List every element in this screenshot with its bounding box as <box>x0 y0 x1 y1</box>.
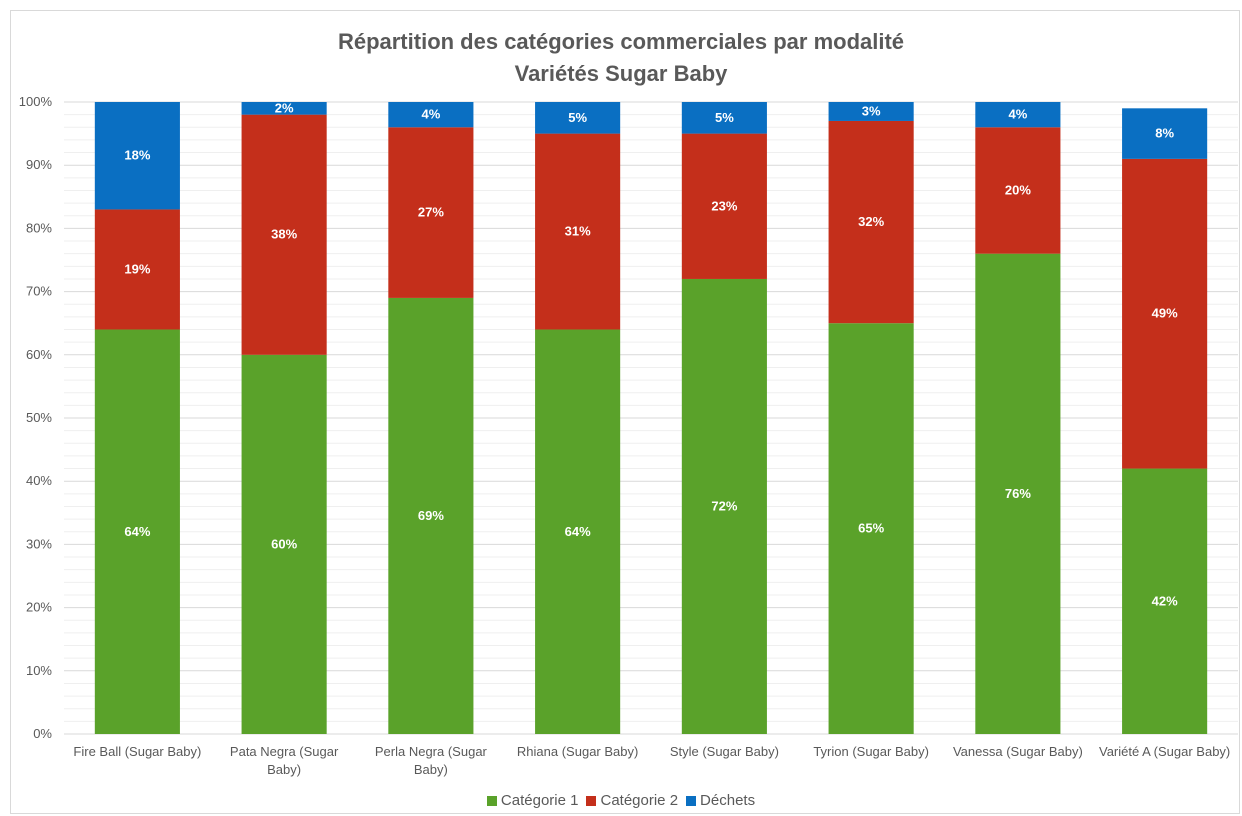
bar-segment <box>1122 158 1208 469</box>
chart-title-block: Répartition des catégories commerciales … <box>0 26 1242 90</box>
y-tick-label: 90% <box>26 157 52 172</box>
data-label: 38% <box>271 227 297 242</box>
bar-segment <box>241 102 327 115</box>
legend-label: Déchets <box>700 792 756 809</box>
data-label: 64% <box>565 524 591 539</box>
x-tick-label-line: Tyrion (Sugar Baby) <box>813 744 929 759</box>
data-label: 32% <box>858 214 884 229</box>
x-tick-label-line: Style (Sugar Baby) <box>670 744 779 759</box>
x-tick-label-line: Baby) <box>267 762 301 777</box>
bar-segment <box>535 102 621 134</box>
bar-segment <box>975 102 1061 128</box>
data-label: 4% <box>1008 107 1027 122</box>
legend-item: Catégorie 2 <box>586 792 678 809</box>
stacked-bar-chart: 0% 10% 20% 30% 40% 50% 60% 70% 80% 90% 100% 64% 19%… <box>19 94 1238 777</box>
x-axis: Fire Ball (Sugar Baby) Pata Negra (Sugar B… <box>73 744 1230 777</box>
data-label: 49% <box>1152 306 1178 321</box>
x-tick-label-line: Variété A (Sugar Baby) <box>1099 744 1230 759</box>
x-tick-label: Vanessa (Sugar Baby) <box>953 744 1083 759</box>
bar-segment <box>828 120 914 324</box>
y-tick-label: 70% <box>26 284 52 299</box>
bar-segment <box>94 102 180 210</box>
legend-item: Catégorie 1 <box>486 792 579 809</box>
bar-segment <box>94 209 180 330</box>
data-label: 23% <box>711 198 737 213</box>
data-label: 5% <box>568 110 587 125</box>
bar-segment <box>975 127 1061 254</box>
legend: Catégorie 1 Catégorie 2 Déchets <box>0 792 1242 810</box>
x-tick-label: Perla Negra (Sugar Baby) <box>375 744 488 777</box>
data-label: 2% <box>275 100 294 115</box>
x-tick-label-line: Fire Ball (Sugar Baby) <box>73 744 201 759</box>
x-tick-label: Fire Ball (Sugar Baby) <box>73 744 201 759</box>
bar-segment <box>828 102 914 121</box>
bar-segment <box>388 297 474 734</box>
data-label: 20% <box>1005 182 1031 197</box>
y-tick-label: 80% <box>26 220 52 235</box>
bar-segment <box>241 114 327 355</box>
legend-swatch <box>486 795 497 806</box>
bar-segment <box>681 133 767 279</box>
legend-item: Déchets <box>686 792 755 809</box>
x-tick-label: Rhiana (Sugar Baby) <box>517 744 638 759</box>
gridlines <box>64 101 1238 735</box>
bar-segment <box>535 329 621 734</box>
data-label: 3% <box>862 103 881 118</box>
data-label: 60% <box>271 536 297 551</box>
data-labels: 64% 19% 18% 60% 38% 2% 69% 27% 4% 64% 31% 5% 72% 23% 5… <box>124 100 1178 608</box>
legend-swatch <box>686 795 697 806</box>
data-label: 27% <box>418 205 444 220</box>
x-tick-label: Style (Sugar Baby) <box>670 744 779 759</box>
x-tick-label: Pata Negra (Sugar Baby) <box>230 744 339 777</box>
x-tick-label: Variété A (Sugar Baby) <box>1099 744 1230 759</box>
bar-segment <box>681 278 767 734</box>
y-axis: 0% 10% 20% 30% 40% 50% 60% 70% 80% 90% 100% <box>19 94 53 741</box>
data-label: 18% <box>124 148 150 163</box>
y-tick-label: 20% <box>26 600 52 615</box>
y-tick-label: 30% <box>26 536 52 551</box>
y-tick-label: 60% <box>26 347 52 362</box>
data-label: 72% <box>711 498 737 513</box>
legend-label: Catégorie 2 <box>600 792 679 809</box>
y-tick-label: 100% <box>19 94 53 109</box>
y-tick-label: 50% <box>26 410 52 425</box>
data-label: 31% <box>565 224 591 239</box>
data-label: 64% <box>124 524 150 539</box>
data-label: 76% <box>1005 486 1031 501</box>
legend-swatch <box>586 795 597 806</box>
bar-segment <box>535 133 621 330</box>
x-tick-label-line: Rhiana (Sugar Baby) <box>517 744 638 759</box>
bars <box>94 102 1208 734</box>
bar-segment <box>1122 468 1208 734</box>
chart-subtitle: Variétés Sugar Baby <box>514 61 728 86</box>
bar-segment <box>975 253 1061 734</box>
bar-segment <box>241 354 327 734</box>
y-tick-label: 10% <box>26 663 52 678</box>
bar-segment <box>388 102 474 128</box>
x-tick-label: Tyrion (Sugar Baby) <box>813 744 929 759</box>
chart-title: Répartition des catégories commerciales … <box>337 29 905 54</box>
x-tick-label-line: Perla Negra (Sugar <box>375 744 488 759</box>
data-label: 19% <box>124 261 150 276</box>
x-tick-label-line: Baby) <box>414 762 448 777</box>
data-label: 4% <box>421 107 440 122</box>
data-label: 69% <box>418 508 444 523</box>
x-tick-label-line: Vanessa (Sugar Baby) <box>953 744 1083 759</box>
data-label: 8% <box>1155 126 1174 141</box>
bar-segment <box>681 102 767 134</box>
bar-segment <box>828 323 914 734</box>
y-tick-label: 40% <box>26 473 52 488</box>
bar-segment <box>94 329 180 734</box>
x-tick-label-line: Pata Negra (Sugar <box>230 744 339 759</box>
data-label: 5% <box>715 110 734 125</box>
data-label: 65% <box>858 521 884 536</box>
bar-segment <box>388 127 474 298</box>
legend-label: Catégorie 1 <box>500 792 579 809</box>
y-tick-label: 0% <box>33 726 52 741</box>
data-label: 42% <box>1152 593 1178 608</box>
bar-segment <box>1122 108 1208 159</box>
